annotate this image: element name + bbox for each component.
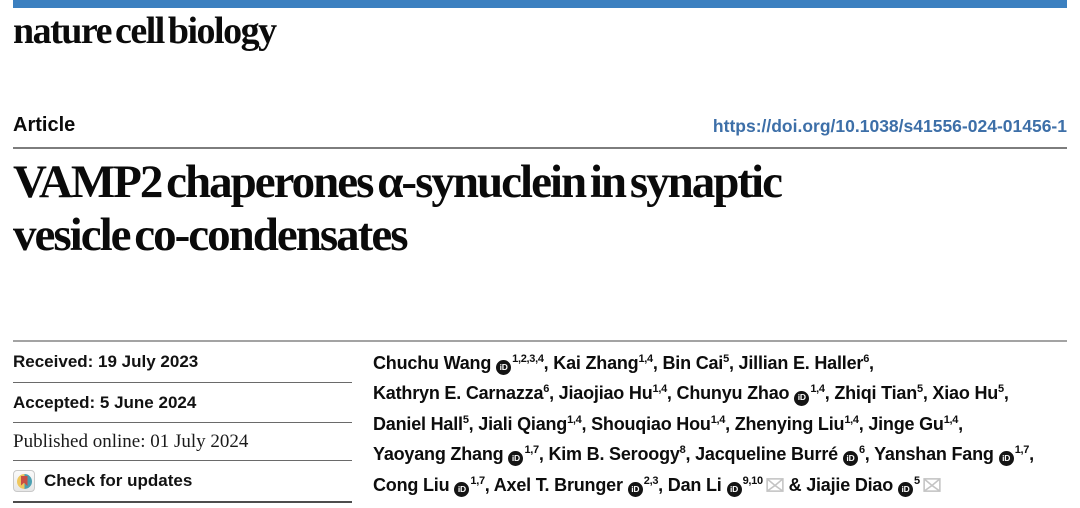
author-line: Chuchu Wang iD1,2,3,4, Kai Zhang1,4, Bin …	[373, 350, 1067, 380]
author-line: Kathryn E. Carnazza6, Jiaojiao Hu1,4, Ch…	[373, 380, 1067, 410]
author-name-text: , Zhiqi Tian	[824, 383, 917, 404]
affiliation-superscript: 5	[917, 383, 923, 396]
orcid-icon[interactable]: iD	[898, 481, 914, 497]
author-name-text: , Chunyu Zhao	[666, 383, 790, 404]
author-name-text: , Axel T. Brunger	[484, 474, 623, 495]
affiliation-superscript: 1,4	[710, 413, 726, 426]
orcid-icon[interactable]: iD	[794, 390, 810, 406]
author-name-text: Cong Liu	[373, 474, 450, 495]
affiliation-superscript: 5	[998, 383, 1004, 396]
orcid-icon[interactable]: iD	[842, 451, 858, 467]
author-name-text: , Jiaojiao Hu	[549, 383, 653, 404]
title-line-2: vesicle co-condensates	[13, 209, 408, 261]
author-line: Yaoyang Zhang iD1,7, Kim B. Seroogy8, Jac…	[373, 441, 1067, 471]
affiliation-superscript: 6	[543, 383, 550, 396]
affiliation-superscript: 5	[723, 353, 729, 365]
author-name-text: & Jiajie Diao	[783, 474, 894, 495]
orcid-icon[interactable]: iD	[726, 481, 742, 497]
affiliation-superscript: 1,2,3,4	[512, 353, 544, 365]
received-row: Received: 19 July 2023	[13, 342, 352, 383]
affiliation-superscript: 2,3	[643, 474, 659, 487]
doi-link[interactable]: https://doi.org/10.1038/s41556-024-01456…	[712, 116, 1067, 136]
author-name-text: , Xiao Hu	[922, 383, 999, 404]
crossmark-bookmark	[20, 476, 28, 486]
affiliation-superscript: 1,4	[652, 383, 668, 396]
orcid-icon[interactable]: iD	[627, 481, 643, 497]
author-name-text: , Bin Cai	[652, 353, 724, 373]
author-name-text: Chuchu Wang	[373, 353, 492, 373]
affiliation-superscript: 5	[462, 413, 469, 426]
crossmark-circle	[16, 473, 32, 489]
affiliation-superscript: 1,7	[524, 444, 539, 457]
envelope-icon[interactable]	[923, 473, 941, 500]
author-name-text: , Kai Zhang	[543, 353, 639, 373]
crossmark-icon[interactable]	[13, 470, 35, 492]
affiliation-superscript: 9,10	[742, 474, 764, 487]
author-name-text: , Jacqueline Burré	[685, 444, 839, 465]
author-name-text: Daniel Hall	[373, 413, 463, 434]
affiliation-superscript: 1,4	[810, 383, 825, 396]
affiliation-superscript: 1,4	[638, 353, 653, 365]
author-name-text: , Yanshan Fang	[864, 444, 994, 465]
published-date: Published online: 01 July 2024	[13, 430, 249, 452]
author-name-text: ,	[1029, 444, 1034, 465]
journal-brand-bar	[13, 0, 1067, 8]
accepted-row: Accepted: 5 June 2024	[13, 383, 352, 423]
author-list: Chuchu Wang iD1,2,3,4, Kai Zhang1,4, Bin …	[373, 342, 1067, 503]
orcid-icon[interactable]: iD	[454, 481, 470, 497]
author-name-text: , Dan Li	[658, 474, 722, 495]
affiliation-superscript: 5	[914, 474, 920, 487]
affiliation-superscript: 1,7	[1014, 444, 1030, 457]
article-type-label: Article	[13, 114, 76, 136]
accepted-date: Accepted: 5 June 2024	[13, 392, 197, 412]
author-name-text: ,	[869, 353, 874, 373]
check-for-updates-button[interactable]: Check for updates	[13, 461, 352, 503]
check-for-updates-label: Check for updates	[44, 471, 193, 490]
orcid-icon[interactable]: iD	[998, 451, 1014, 467]
author-name-text: , Shouqiao Hou	[581, 413, 711, 434]
orcid-icon[interactable]: iD	[508, 451, 524, 467]
author-name-text: , Jillian E. Haller	[728, 353, 864, 373]
author-name-text: ,	[1003, 383, 1009, 404]
received-date: Received: 19 July 2023	[13, 352, 199, 371]
author-name-text: , Jinge Gu	[858, 413, 944, 434]
affiliation-superscript: 1,7	[470, 474, 485, 487]
metadata-section: Received: 19 July 2023 Accepted: 5 June …	[13, 340, 1067, 503]
affiliation-superscript: 1,4	[943, 413, 959, 426]
author-line: Cong Liu iD1,7, Axel T. Brunger iD2,3, Dan…	[373, 472, 1067, 502]
affiliation-superscript: 8	[679, 444, 686, 457]
author-name-text: ,	[958, 413, 963, 434]
orcid-icon[interactable]: iD	[496, 360, 512, 376]
header-divider	[13, 147, 1067, 149]
author-line: Daniel Hall5, Jiali Qiang1,4, Shouqiao H…	[373, 411, 1067, 441]
author-name-text: Kathryn E. Carnazza	[373, 383, 544, 404]
masthead: nature cell biology	[13, 8, 277, 54]
published-row: Published online: 01 July 2024	[13, 423, 352, 461]
author-name-text: , Zhenying Liu	[725, 413, 845, 434]
envelope-icon[interactable]	[766, 473, 784, 500]
affiliation-superscript: 6	[858, 444, 865, 457]
affiliation-superscript: 6	[863, 353, 870, 365]
author-name-text: , Kim B. Seroogy	[538, 444, 680, 465]
article-header-row: Article https://doi.org/10.1038/s41556-0…	[13, 114, 1067, 137]
journal-logo: nature cell biology	[13, 10, 277, 52]
article-history: Received: 19 July 2023 Accepted: 5 June …	[13, 342, 352, 503]
affiliation-superscript: 1,4	[567, 413, 582, 426]
author-name-text: , Jiali Qiang	[468, 413, 568, 434]
author-name-text: Yaoyang Zhang	[373, 444, 504, 465]
affiliation-superscript: 1,4	[844, 413, 859, 426]
page-title: VAMP2 chaperones α-synuclein in synaptic…	[13, 156, 1067, 262]
title-line-1: VAMP2 chaperones α-synuclein in synaptic	[13, 156, 783, 208]
